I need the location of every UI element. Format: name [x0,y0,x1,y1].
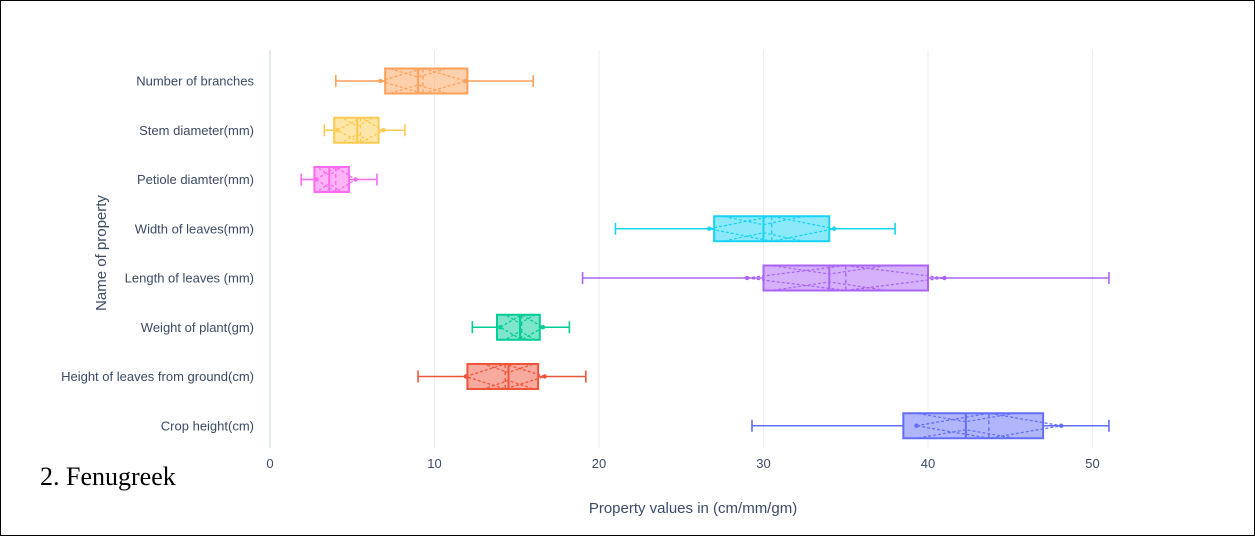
sd-marker [942,275,947,281]
y-category-label: Height of leaves from ground(cm) [61,369,254,384]
sd-marker [313,177,319,182]
box-trace [417,363,587,390]
y-category-label: Petiole diamter(mm) [137,172,254,187]
box-iqr [902,412,1045,440]
box-iqr [466,363,540,390]
sd-marker [381,128,386,133]
box-trace [614,215,896,243]
sd-diamond [746,264,945,292]
sd-marker [542,374,547,379]
y-axis-title: Name of property [93,195,110,311]
sd-marker [540,325,546,330]
sd-marker [335,128,340,133]
x-tick-label: 20 [592,456,606,471]
box-traces [300,67,1110,440]
grid-lines [269,50,1093,448]
y-category-label: Number of branches [136,74,254,89]
x-tick-label: 50 [1085,456,1099,471]
x-tick-label: 0 [266,456,273,471]
sd-marker [707,226,712,231]
x-axis-title: Property values in (cm/mm/gm) [589,500,797,517]
box-trace [751,412,1110,440]
box-trace [323,116,406,144]
x-axis-ticks: 0 10 20 30 40 50 [266,456,1099,471]
sd-marker [1059,423,1064,428]
sd-marker [463,374,468,379]
y-category-label: Stem diameter(mm) [139,123,254,138]
box-notch [903,412,1044,439]
sd-diamond [499,313,545,341]
box-iqr [313,166,350,193]
box-trace [581,264,1110,292]
box-trace [300,166,378,193]
sd-marker [744,275,750,281]
y-category-label: Length of leaves (mm) [125,271,254,286]
y-category-label: Crop height(cm) [161,418,254,433]
sd-marker [378,78,383,84]
box-trace [334,67,535,95]
box-iqr [496,313,541,341]
y-axis-categories: Number of branches Stem diameter(mm) Petio… [61,74,254,434]
sd-marker [914,423,919,428]
sd-marker [832,226,837,231]
sd-marker [463,78,468,84]
figure-caption: 2. Fenugreek [40,462,176,491]
y-category-label: Width of leaves(mm) [135,221,254,236]
box-iqr [713,215,831,243]
y-category-label: Weight of plant(gm) [141,320,254,335]
x-tick-label: 30 [756,456,770,471]
x-tick-label: 40 [921,456,935,471]
sd-marker [353,177,358,182]
box-iqr [384,67,469,95]
box-notch [385,67,468,95]
box-trace [471,313,571,341]
x-tick-label: 10 [427,456,441,471]
sd-marker [498,325,503,330]
